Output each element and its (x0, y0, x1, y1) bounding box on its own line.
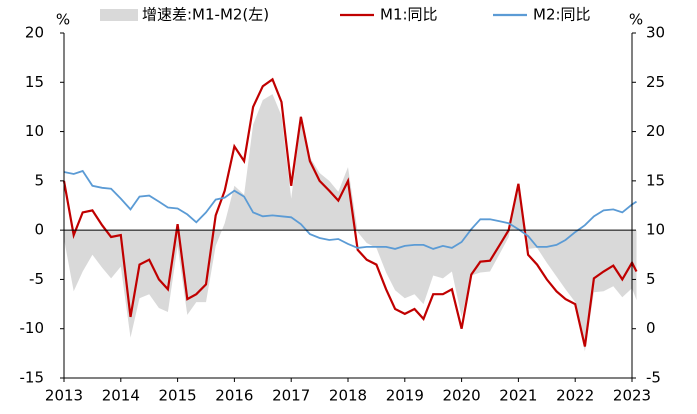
y2-tick-label: 5 (646, 270, 656, 288)
legend-label: 增速差:M1-M2(左) (142, 6, 269, 24)
legend-swatch (100, 9, 138, 21)
y-unit: % (56, 11, 70, 29)
x-tick-label: 2021 (499, 387, 537, 405)
y-tick-label: -15 (20, 369, 45, 387)
y-tick-label: -10 (20, 319, 45, 337)
y2-tick-label: 20 (646, 122, 665, 140)
x-tick-label: 2016 (215, 387, 253, 405)
area (64, 94, 637, 352)
y-tick-label: 15 (25, 73, 44, 91)
line (63, 169, 637, 250)
x-tick-label: 2022 (556, 387, 594, 405)
y-tick-label: 5 (34, 171, 44, 189)
x-tick-label: 2018 (329, 387, 367, 405)
legend-label: M2:同比 (533, 6, 591, 24)
y2-tick-label: 25 (646, 73, 665, 91)
legend-label: M1:同比 (380, 6, 438, 24)
y2-tick-label: 0 (646, 319, 656, 337)
x-tick-label: 2019 (386, 387, 424, 405)
x-tick-label: 2017 (272, 387, 310, 405)
x-tick-label: 2015 (159, 387, 197, 405)
x-tick-label: 2014 (102, 387, 140, 405)
x-tick-label: 2013 (45, 387, 83, 405)
y-tick-label: 10 (25, 122, 44, 140)
y-tick-label: 0 (34, 221, 44, 239)
y2-tick-label: 30 (646, 24, 665, 42)
x-tick-label: 2020 (443, 387, 481, 405)
y2-tick-label: -5 (646, 369, 661, 387)
y2-tick-label: 10 (646, 221, 665, 239)
x-tick-label: 2023 (613, 387, 651, 405)
line (62, 77, 638, 347)
y2-unit: % (629, 11, 643, 29)
y-tick-label: 20 (25, 24, 44, 42)
y2-tick-label: 15 (646, 171, 665, 189)
y-tick-label: -5 (29, 270, 44, 288)
